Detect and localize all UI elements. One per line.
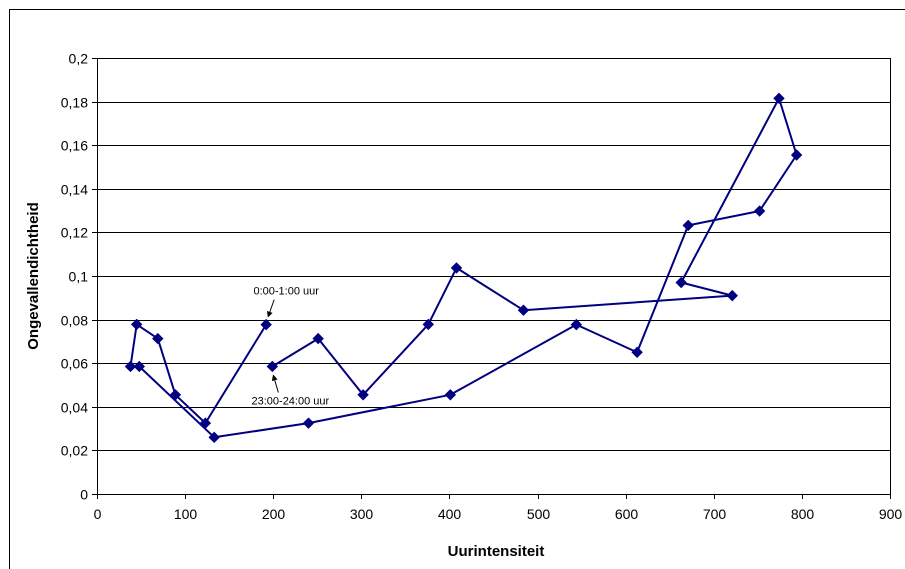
data-point: [726, 289, 738, 302]
series: [124, 92, 803, 444]
annotation-label: 0:00-1:00 uur: [253, 286, 319, 298]
x-tick-label: 100: [174, 506, 198, 522]
plot-area-border: [97, 58, 891, 495]
data-point: [357, 389, 369, 401]
y-tick-label: 0,2: [69, 51, 89, 67]
data-point: [124, 360, 137, 373]
data-point: [517, 304, 530, 316]
data-point: [790, 149, 803, 161]
y-tick-label: 0,04: [61, 400, 88, 416]
y-tick-labels: 0 0,02 0,04 0,06 0,08 0,1 0,12 0,14 0,16 0,18 0,2: [61, 51, 88, 503]
data-point: [422, 318, 435, 331]
data-point: [675, 276, 687, 289]
y-tick-label: 0,06: [61, 356, 88, 372]
x-tick-label: 500: [527, 506, 551, 522]
data-point: [133, 360, 146, 373]
data-point: [130, 318, 143, 331]
data-point: [260, 318, 272, 331]
x-tick-labels: 0 100 200 300 400 500 600 700 800 900: [94, 506, 903, 522]
chart-frame: [9, 9, 905, 569]
series-line: [129, 97, 798, 439]
x-tick-label: 400: [438, 506, 462, 522]
data-point: [152, 332, 164, 345]
y-tick-label: 0,12: [61, 225, 88, 241]
data-point: [199, 417, 212, 429]
y-tick-label: 0,02: [61, 443, 88, 459]
data-point: [773, 92, 785, 105]
data-point: [682, 219, 694, 232]
data-point: [631, 346, 643, 359]
annotation-arrow: [271, 374, 279, 393]
y-tick-label: 0,16: [61, 138, 88, 154]
data-point: [450, 262, 463, 274]
data-point: [444, 389, 457, 401]
y-tick-label: 0,1: [69, 269, 89, 285]
y-tick-label: 0: [80, 487, 88, 503]
x-tick-label: 200: [262, 506, 286, 522]
x-tick-label: 600: [615, 506, 639, 522]
annotations: 0:00-1:00 uur 23:00-24:00 uur: [252, 286, 330, 408]
x-tick-label: 900: [879, 506, 903, 522]
data-point: [753, 205, 766, 217]
x-axis-title: Uurintensiteit: [448, 543, 545, 560]
axes: [92, 58, 891, 499]
annotation-arrow: [267, 299, 275, 318]
x-tick-label: 0: [94, 506, 102, 522]
x-tick-label: 300: [350, 506, 374, 522]
data-point: [266, 360, 279, 373]
data-point: [169, 389, 182, 401]
x-tick-label: 800: [791, 506, 815, 522]
y-tick-label: 0,08: [61, 313, 88, 329]
y-tick-label: 0,14: [61, 182, 88, 198]
y-tick-label: 0,18: [61, 95, 88, 111]
x-tick-label: 700: [703, 506, 727, 522]
data-point: [302, 417, 315, 429]
data-point: [570, 318, 583, 331]
data-point: [312, 332, 324, 345]
data-point: [208, 431, 220, 444]
annotation-label: 23:00-24:00 uur: [252, 395, 330, 407]
y-axis-title: Ongevallendichtheid: [25, 202, 42, 350]
